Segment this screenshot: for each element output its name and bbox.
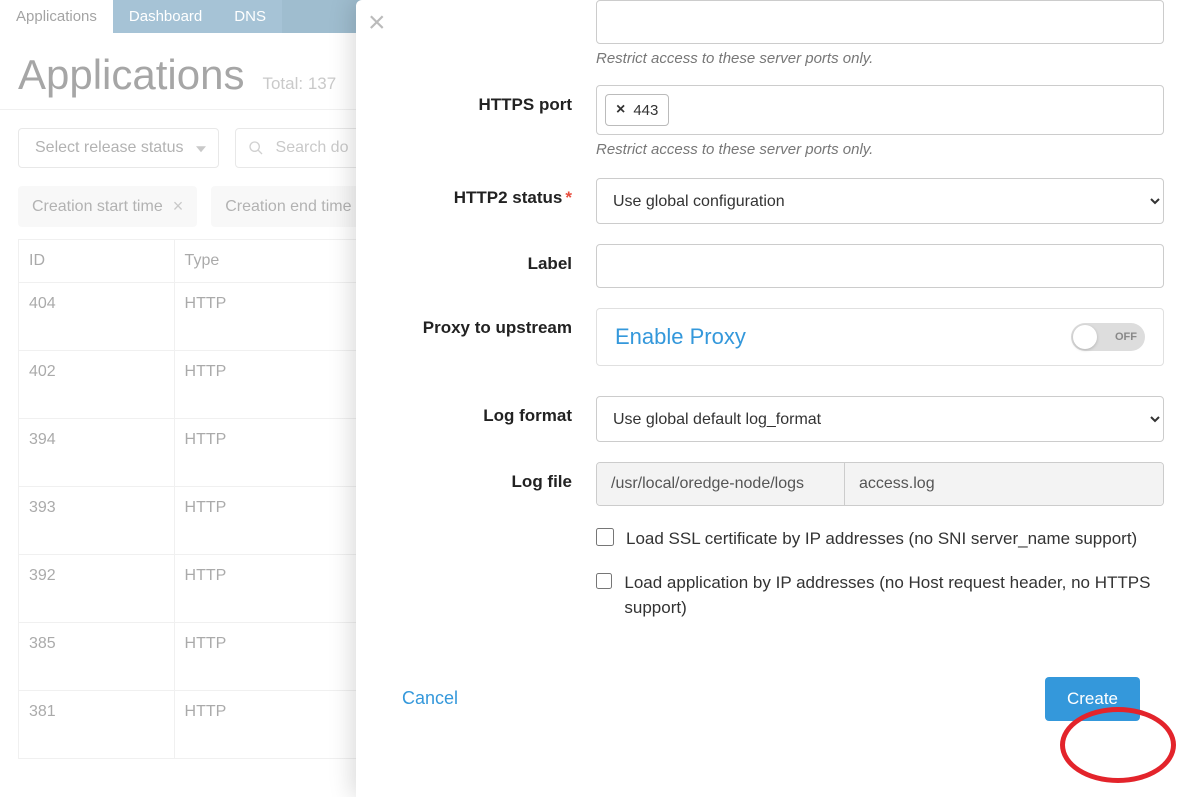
label-field-label: Label: [356, 244, 596, 274]
https-port-label: HTTPS port: [356, 85, 596, 115]
port-tag: × 443: [605, 94, 669, 126]
remove-tag-icon[interactable]: ×: [616, 101, 625, 119]
create-application-panel: × Restrict access to these server ports …: [356, 0, 1184, 797]
app-by-ip-checkbox[interactable]: [596, 572, 612, 590]
https-port-hint: Restrict access to these server ports on…: [596, 141, 1164, 158]
proxy-box: Enable Proxy OFF: [596, 308, 1164, 366]
log-file-name: access.log: [845, 463, 1163, 505]
proxy-label: Proxy to upstream: [356, 308, 596, 338]
https-port-box[interactable]: × 443: [596, 85, 1164, 135]
toggle-knob: [1073, 325, 1097, 349]
log-file-path: /usr/local/oredge-node/logs: [597, 463, 845, 505]
log-format-select[interactable]: Use global default log_format: [596, 396, 1164, 442]
http-port-hint: Restrict access to these server ports on…: [596, 50, 1164, 67]
http2-select[interactable]: Use global configuration: [596, 178, 1164, 224]
ssl-by-ip-label: Load SSL certificate by IP addresses (no…: [626, 526, 1137, 552]
proxy-toggle[interactable]: OFF: [1071, 323, 1145, 351]
cancel-button[interactable]: Cancel: [402, 688, 458, 709]
label-input[interactable]: [596, 244, 1164, 288]
port-value: 443: [633, 102, 658, 119]
enable-proxy-label: Enable Proxy: [615, 324, 746, 350]
http2-label: HTTP2 status*: [356, 178, 596, 208]
log-file-field: /usr/local/oredge-node/logs access.log: [596, 462, 1164, 506]
close-icon[interactable]: ×: [368, 8, 386, 38]
ssl-by-ip-checkbox[interactable]: [596, 528, 614, 546]
log-file-label: Log file: [356, 462, 596, 492]
http-port-box[interactable]: [596, 0, 1164, 44]
modal-footer: Cancel Create: [356, 659, 1164, 721]
log-format-label: Log format: [356, 396, 596, 426]
app-by-ip-label: Load application by IP addresses (no Hos…: [624, 570, 1164, 621]
create-button[interactable]: Create: [1045, 677, 1140, 721]
toggle-state: OFF: [1115, 331, 1137, 343]
create-form: Restrict access to these server ports on…: [356, 0, 1184, 721]
